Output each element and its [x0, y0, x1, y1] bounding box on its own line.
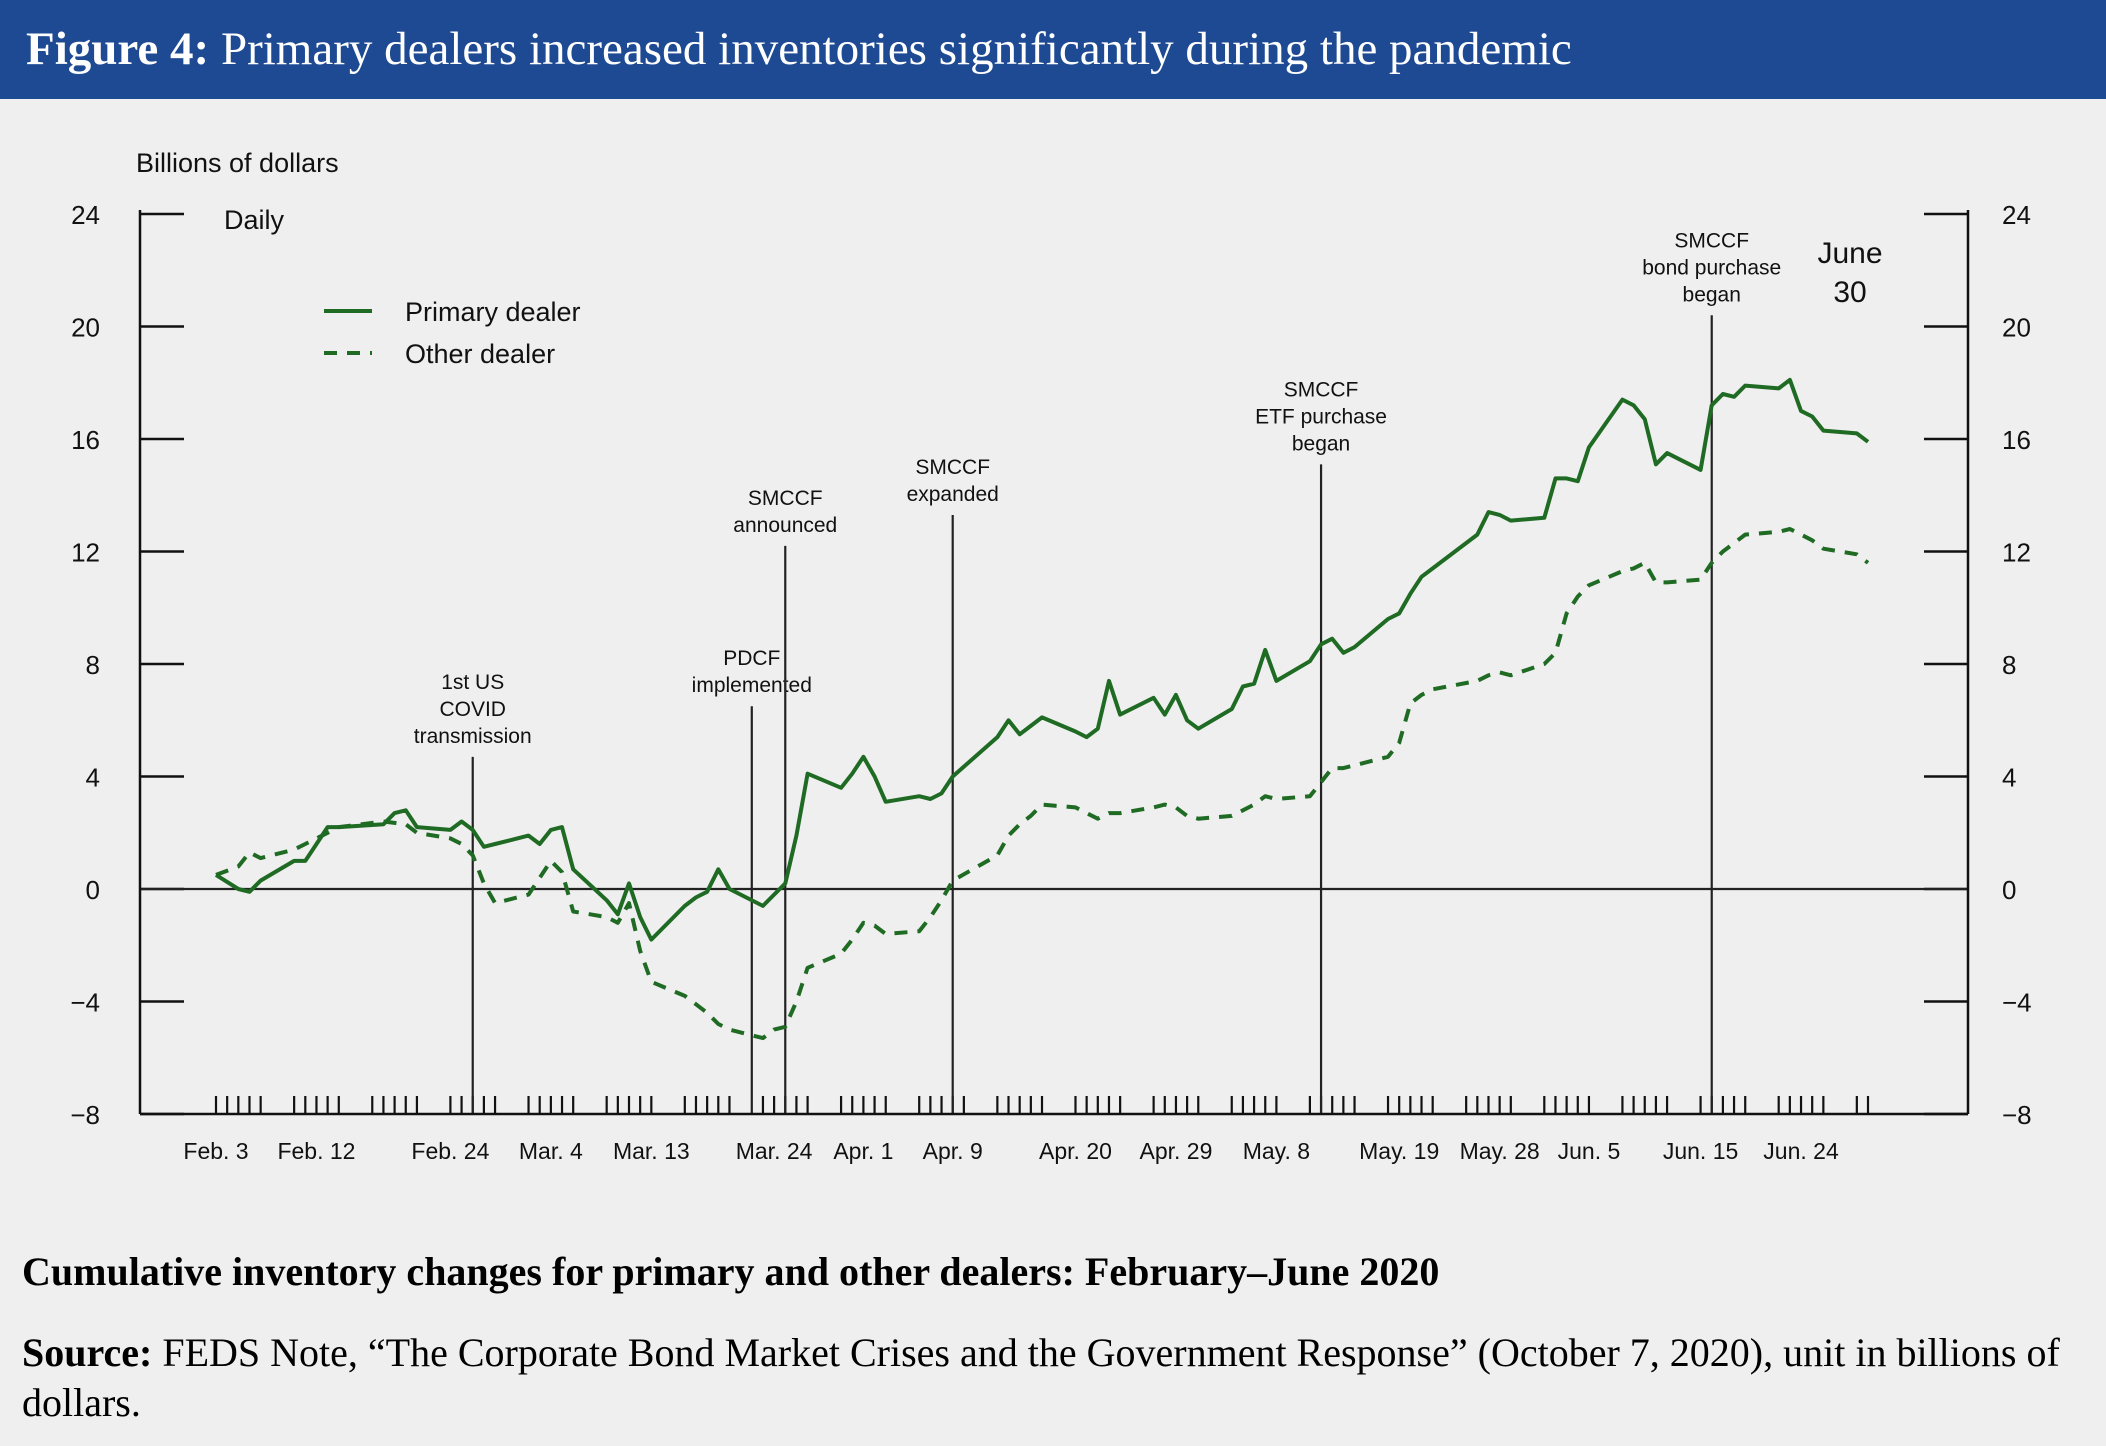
event-label-4-1: ETF purchase: [1255, 405, 1387, 428]
y-tick-label-right-3: 4: [2002, 763, 2016, 793]
figure-caption: Cumulative inventory changes for primary…: [22, 1249, 1440, 1294]
figure-source: Source: FEDS Note, “The Corporate Bond M…: [22, 1328, 2082, 1428]
event-markers: 1st US COVID transmission PDCF implemented SM…: [414, 229, 1781, 1114]
x-tick-label-2: Feb. 24: [411, 1138, 489, 1164]
x-axis-ticks: Feb. 3 Feb. 12 Feb. 24 Mar. 4 Mar. 13 Mar. 24…: [183, 1096, 1870, 1164]
y-tick-label-right-2: 0: [2002, 875, 2016, 905]
y-axis-label: Billions of dollars: [136, 148, 339, 178]
y-tick-label-left-0: −8: [70, 1100, 100, 1130]
y-axis-ticks: −8 −8 −4 −4 0 0 4 4 8 8 12 12 16 16 20 20 24 24: [70, 200, 2031, 1130]
x-tick-label-8: Apr. 20: [1039, 1138, 1112, 1164]
x-tick-label-11: May. 19: [1359, 1138, 1439, 1164]
event-label-5-2: began: [1683, 283, 1741, 306]
y-tick-label-left-5: 12: [71, 538, 100, 568]
end-annotation-line-2: 30: [1833, 276, 1866, 309]
legend-primary-label: Primary dealer: [405, 297, 581, 327]
x-tick-label-9: Apr. 29: [1140, 1138, 1213, 1164]
y-tick-label-left-7: 20: [71, 313, 100, 343]
y-tick-label-right-1: −4: [2002, 988, 2032, 1018]
event-label-4-2: began: [1292, 432, 1350, 455]
event-label-3-1: expanded: [907, 483, 999, 506]
x-tick-label-4: Mar. 13: [613, 1138, 690, 1164]
x-tick-label-12: May. 28: [1460, 1138, 1540, 1164]
y-tick-label-right-5: 12: [2002, 538, 2031, 568]
event-label-4-0: SMCCF: [1284, 378, 1359, 401]
y-tick-label-left-4: 8: [86, 650, 100, 680]
y-tick-label-right-8: 24: [2002, 200, 2031, 230]
y-tick-label-right-0: −8: [2002, 1100, 2032, 1130]
figure-label: Figure 4:: [26, 23, 210, 75]
event-label-3-0: SMCCF: [915, 456, 990, 479]
y-tick-label-right-7: 20: [2002, 313, 2031, 343]
y-tick-label-right-4: 8: [2002, 650, 2016, 680]
y-tick-label-left-2: 0: [86, 875, 100, 905]
x-tick-label-5: Mar. 24: [736, 1138, 813, 1164]
y-tick-label-left-1: −4: [70, 988, 100, 1018]
series-line-other-dealer: [215, 527, 1870, 1041]
event-label-0-2: transmission: [414, 725, 532, 748]
x-tick-label-13: Jun. 5: [1558, 1138, 1621, 1164]
x-tick-label-7: Apr. 9: [923, 1138, 983, 1164]
x-tick-label-14: Jun. 15: [1663, 1138, 1738, 1164]
series-line-primary-dealer: [214, 377, 1870, 942]
legend-other-label: Other dealer: [405, 339, 555, 369]
y-tick-label-left-3: 4: [86, 763, 100, 793]
event-label-1-0: PDCF: [723, 647, 780, 670]
figure-title: Primary dealers increased inventories si…: [220, 23, 1572, 75]
frequency-label: Daily: [224, 205, 285, 235]
x-tick-label-15: Jun. 24: [1763, 1138, 1839, 1164]
event-label-5-0: SMCCF: [1674, 229, 1749, 252]
x-tick-label-6: Apr. 1: [833, 1138, 893, 1164]
end-annotation-line-1: June: [1817, 237, 1882, 270]
series-lines: [214, 377, 1870, 1041]
y-tick-label-left-8: 24: [71, 200, 100, 230]
x-tick-label-0: Feb. 3: [183, 1138, 248, 1164]
event-label-0-0: 1st US: [441, 671, 504, 694]
plot-frame: [138, 210, 1970, 1116]
event-label-2-1: announced: [733, 514, 837, 537]
legend: Primary dealer Other dealer: [324, 297, 581, 369]
event-label-2-0: SMCCF: [748, 487, 823, 510]
event-label-5-1: bond purchase: [1642, 256, 1781, 279]
x-tick-label-1: Feb. 12: [277, 1138, 355, 1164]
x-tick-label-3: Mar. 4: [519, 1138, 583, 1164]
end-annotation: June 30: [1817, 237, 1882, 309]
y-tick-label-left-6: 16: [71, 425, 100, 455]
figure-header: Figure 4: Primary dealers increased inve…: [0, 0, 2106, 99]
source-text: FEDS Note, “The Corporate Bond Market Cr…: [22, 1330, 2060, 1425]
y-tick-label-right-6: 16: [2002, 425, 2031, 455]
event-label-0-1: COVID: [439, 698, 506, 721]
event-label-1-1: implemented: [692, 674, 812, 697]
x-tick-label-10: May. 8: [1243, 1138, 1310, 1164]
source-label: Source:: [22, 1330, 153, 1375]
